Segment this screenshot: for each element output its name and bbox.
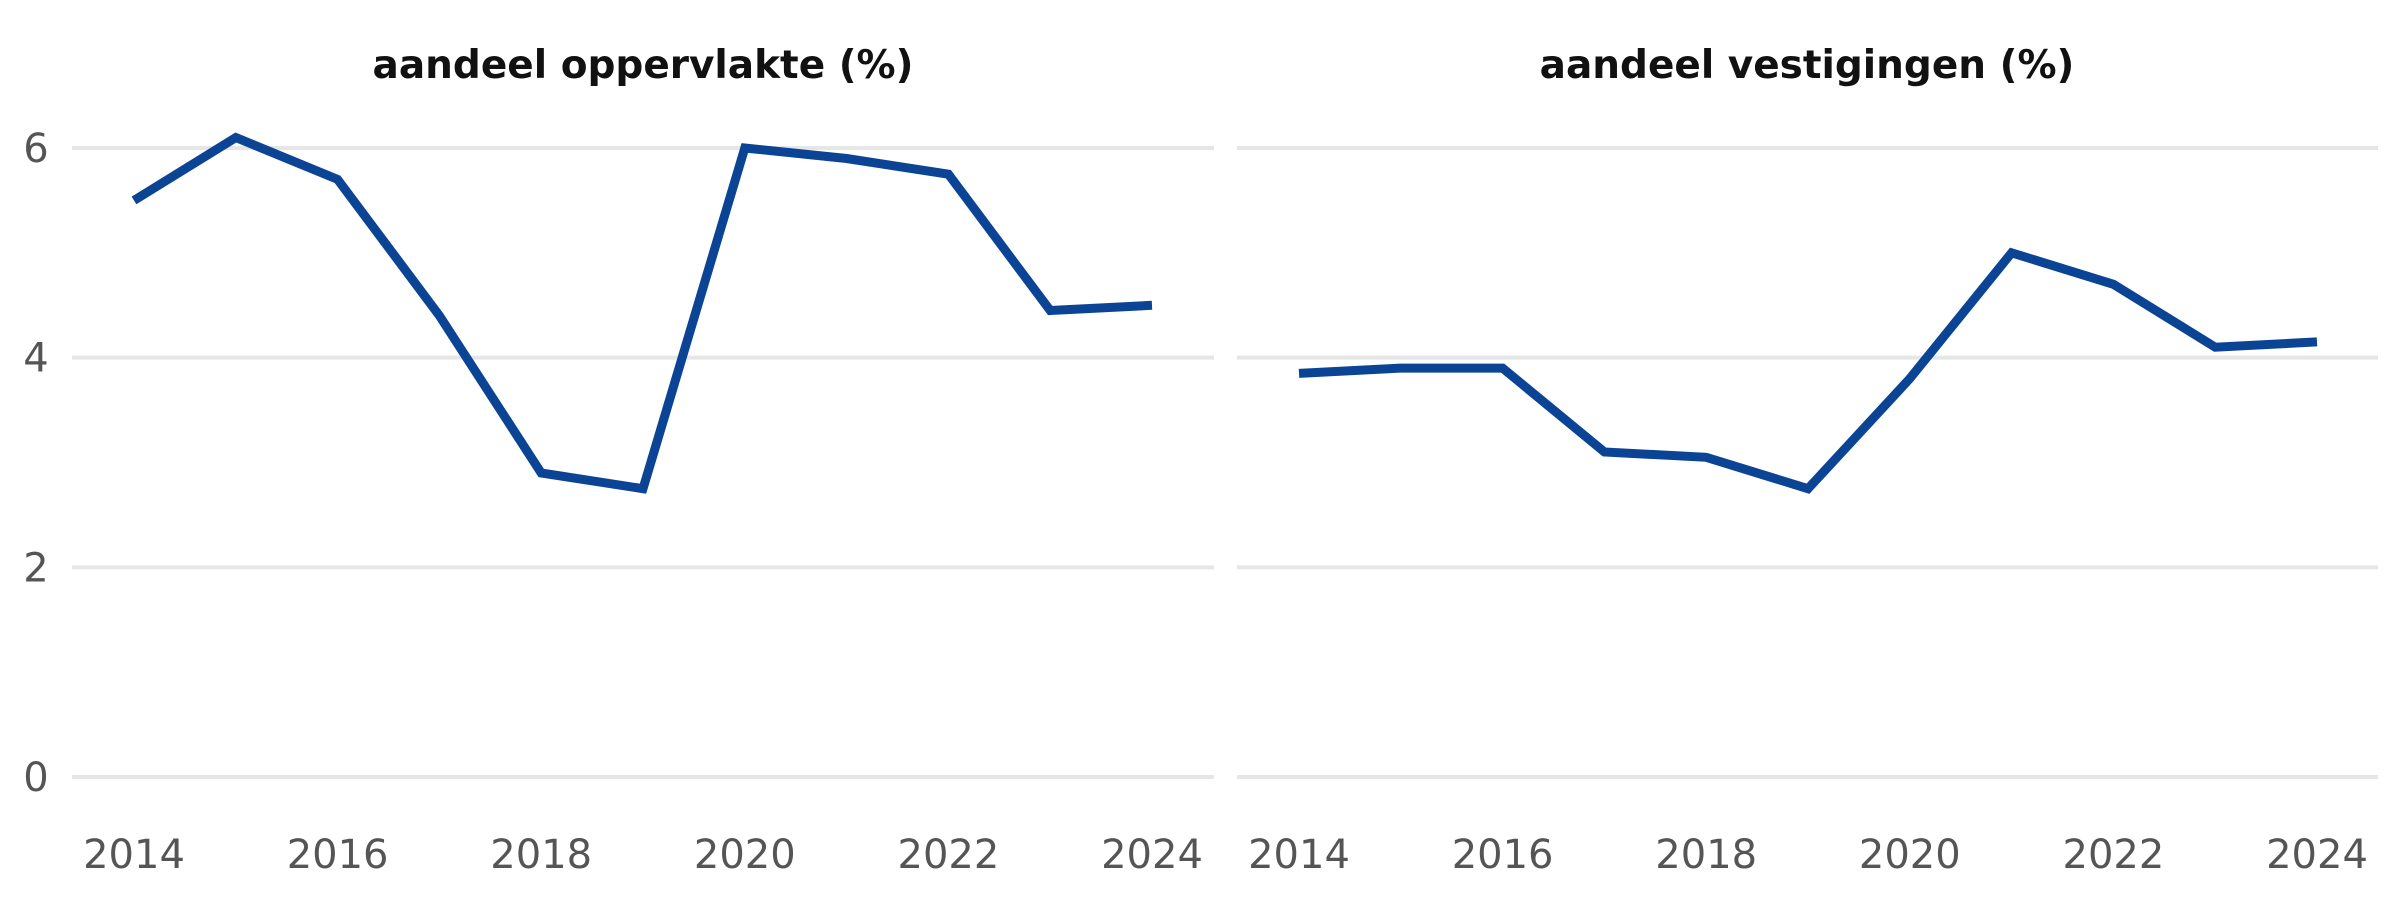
x-tick-label: 2014 (1248, 832, 1350, 878)
x-tick-label: 2016 (1452, 832, 1554, 878)
series-line (1298, 247, 2318, 494)
y-tick-label: 2 (23, 545, 48, 591)
chart-panel-2: 2014 2016 2018 2020 2022 2024 aandeel vestigin… (1237, 43, 2378, 878)
x-tick-label: 2020 (694, 832, 796, 878)
panel-title: aandeel oppervlakte (%) (373, 43, 914, 88)
x-tick-label: 2018 (490, 832, 592, 878)
x-tick-label: 2022 (898, 832, 1000, 878)
y-tick-label: 4 (23, 336, 48, 382)
x-tick-label: 2014 (83, 832, 185, 878)
panel-title: aandeel vestigingen (%) (1540, 43, 2075, 88)
chart-panel-1: 0 2 4 6 2014 2016 2018 2020 2022 2024 aandeel oppe… (23, 43, 1214, 878)
x-tick-label: 2018 (1655, 832, 1757, 878)
y-tick-label: 6 (23, 126, 48, 172)
x-tick-label: 2024 (2266, 832, 2368, 878)
x-tick-label: 2024 (1101, 832, 1203, 878)
series-line (131, 132, 1153, 494)
y-tick-label: 0 (23, 755, 48, 801)
x-tick-label: 2016 (287, 832, 389, 878)
x-tick-label: 2022 (2063, 832, 2165, 878)
x-tick-label: 2020 (1859, 832, 1961, 878)
